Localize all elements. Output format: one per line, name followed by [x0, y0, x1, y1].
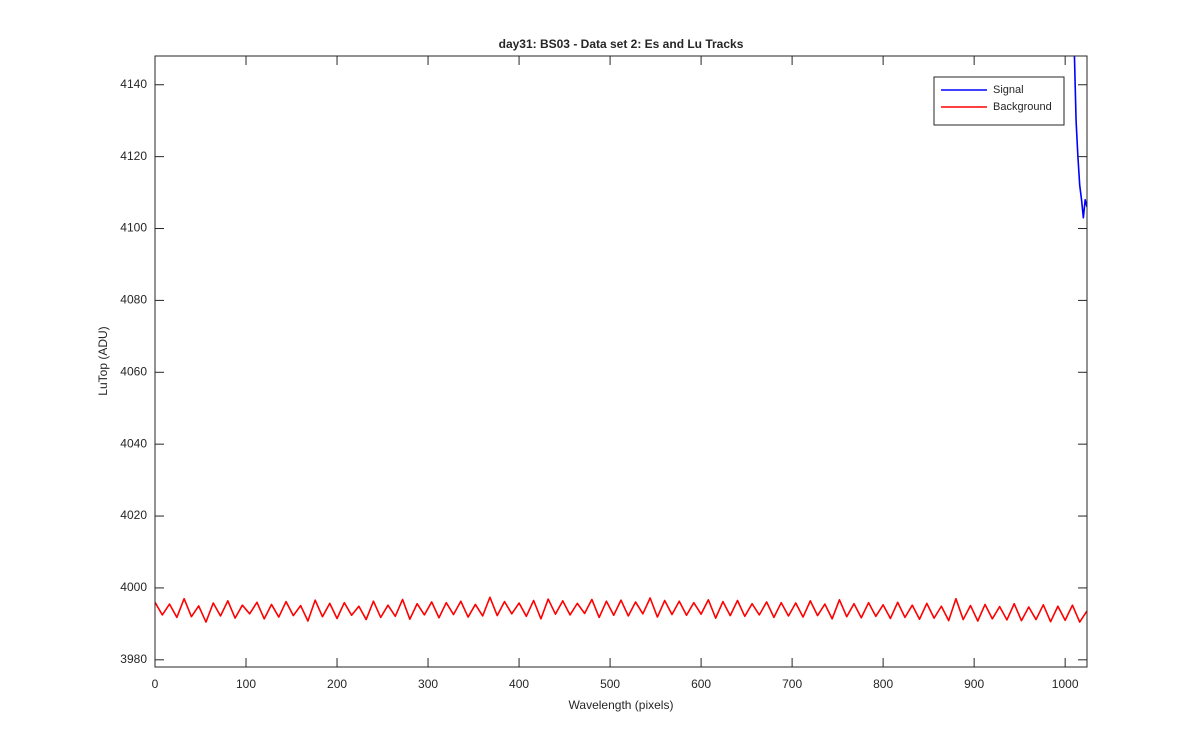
y-tick-label: 3980 [120, 652, 147, 666]
x-tick-label: 100 [236, 677, 256, 691]
y-tick-label: 4100 [120, 221, 147, 235]
series-line [1073, 56, 1087, 219]
y-tick-label: 4080 [120, 293, 147, 307]
y-tick-label: 4020 [120, 508, 147, 522]
legend-box [933, 76, 1065, 126]
y-tick-label: 4140 [120, 77, 147, 91]
y-tick-label: 4120 [120, 149, 147, 163]
chart-title: day31: BS03 - Data set 2: Es and Lu Trac… [499, 37, 744, 51]
x-tick-label: 300 [418, 677, 438, 691]
legend-label: Signal [993, 84, 1024, 96]
plot-lines [155, 56, 1087, 623]
plot-area [155, 56, 1087, 667]
x-tick-label: 800 [873, 677, 893, 691]
y-axis-label: LuTop (ADU) [96, 326, 110, 395]
x-tick-label: 700 [782, 677, 802, 691]
x-tick-label: 0 [152, 677, 159, 691]
x-tick-label: 500 [600, 677, 620, 691]
x-tick-label: 1000 [1052, 677, 1079, 691]
y-tick-label: 4040 [120, 436, 147, 450]
x-tick-label: 900 [964, 677, 984, 691]
x-axis-label: Wavelength (pixels) [569, 698, 674, 712]
series-line [155, 596, 1087, 623]
x-tick-label: 200 [327, 677, 347, 691]
x-tick-label: 600 [691, 677, 711, 691]
y-tick-label: 4000 [120, 580, 147, 594]
y-tick-label: 4060 [120, 364, 147, 378]
x-tick-label: 400 [509, 677, 529, 691]
axes-box [154, 55, 1088, 668]
legend-label: Background [993, 101, 1052, 113]
